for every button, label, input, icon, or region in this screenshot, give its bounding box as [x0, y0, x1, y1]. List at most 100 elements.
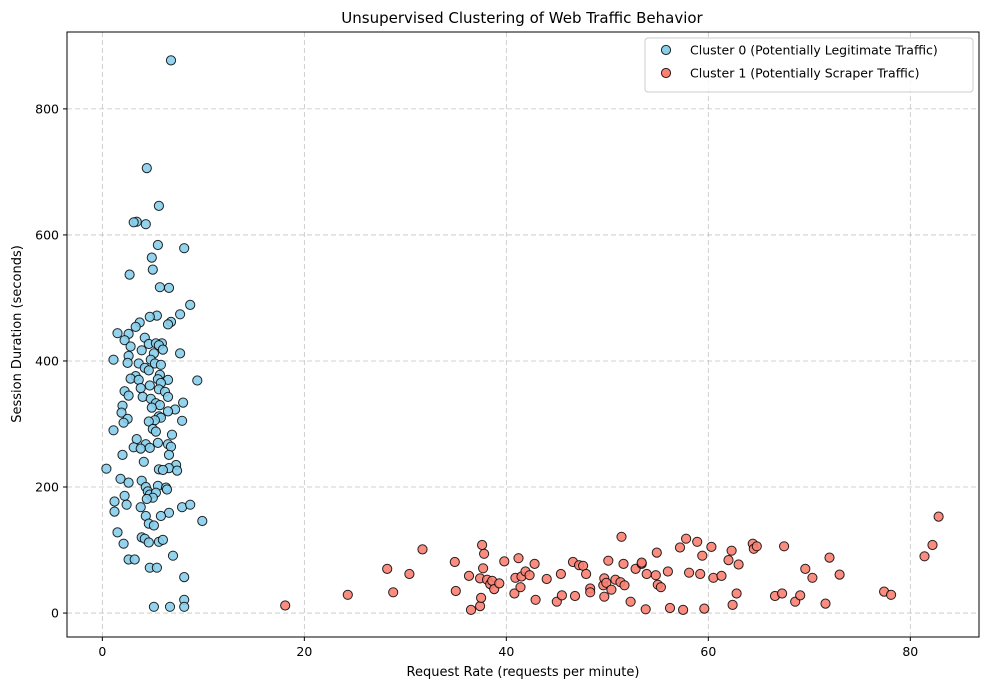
data-point-cluster-0	[152, 239, 163, 251]
data-point-cluster-0	[166, 429, 178, 440]
data-point-cluster-0	[178, 397, 189, 408]
data-point-cluster-0	[197, 515, 208, 527]
data-point-cluster-0	[146, 252, 157, 263]
data-point-cluster-0	[124, 269, 135, 280]
data-point-cluster-0	[112, 527, 123, 538]
data-point-cluster-1	[476, 592, 487, 604]
data-point-cluster-1	[886, 589, 897, 600]
data-point-cluster-0	[167, 550, 179, 561]
data-point-cluster-1	[417, 544, 428, 555]
data-point-cluster-1	[681, 533, 692, 544]
data-point-cluster-1	[465, 604, 477, 616]
legend: Cluster 0 (Potentially Legitimate Traffi…	[644, 37, 974, 93]
data-point-cluster-0	[165, 55, 177, 66]
data-point-cluster-0	[157, 344, 168, 355]
data-point-cluster-1	[807, 572, 818, 583]
data-point-cluster-1	[800, 563, 811, 575]
data-point-cluster-1	[616, 531, 627, 542]
data-point-cluster-0	[162, 319, 174, 330]
legend-label-cluster-0: Cluster 0 (Potentially Legitimate Traffi…	[690, 43, 938, 58]
y-tick-label: 0	[51, 606, 59, 621]
data-point-cluster-0	[153, 200, 164, 211]
y-axis-label: Session Duration (seconds)	[10, 245, 25, 423]
data-point-cluster-1	[933, 511, 944, 522]
y-tick-label: 600	[35, 227, 59, 242]
data-point-cluster-0	[146, 402, 157, 413]
data-point-cluster-1	[655, 582, 667, 593]
data-point-cluster-0	[123, 390, 134, 401]
data-point-cluster-0	[154, 282, 165, 293]
data-point-cluster-1	[716, 570, 727, 582]
data-point-cluster-0	[192, 375, 203, 386]
data-point-cluster-1	[692, 536, 703, 547]
data-point-cluster-1	[650, 570, 661, 581]
y-tick-label: 200	[35, 480, 59, 495]
data-point-cluster-0	[147, 264, 158, 275]
data-point-cluster-1	[569, 590, 581, 602]
y-tick-label: 800	[35, 101, 59, 116]
data-point-cluster-1	[820, 598, 831, 609]
data-point-cluster-0	[161, 484, 173, 495]
data-point-cluster-0	[144, 442, 155, 453]
data-point-cluster-1	[695, 568, 706, 580]
data-point-cluster-0	[143, 537, 154, 548]
data-point-cluster-0	[109, 506, 120, 517]
data-point-cluster-1	[619, 580, 630, 591]
data-point-cluster-1	[779, 541, 790, 552]
x-tick-label: 80	[902, 644, 918, 659]
x-tick-label: 40	[498, 644, 514, 659]
data-point-cluster-1	[499, 556, 510, 567]
data-point-cluster-0	[157, 534, 168, 546]
data-points	[101, 55, 944, 616]
data-point-cluster-0	[172, 465, 183, 476]
data-point-cluster-0	[119, 335, 130, 346]
x-axis-label: Request Rate (requests per minute)	[407, 665, 640, 680]
legend-marker-cluster-0	[660, 44, 672, 56]
plot-frame	[66, 31, 980, 638]
data-point-cluster-1	[463, 570, 475, 582]
data-point-cluster-1	[449, 556, 460, 568]
data-point-cluster-0	[179, 601, 190, 612]
data-point-cluster-0	[128, 217, 139, 228]
data-point-cluster-1	[733, 559, 744, 570]
data-point-cluster-0	[133, 374, 144, 385]
y-tick-label: 400	[35, 353, 59, 368]
data-point-cluster-1	[927, 539, 938, 551]
data-point-cluster-1	[636, 557, 647, 568]
data-point-cluster-1	[699, 603, 710, 614]
data-point-cluster-1	[494, 578, 505, 589]
data-point-cluster-1	[450, 585, 461, 597]
data-point-cluster-0	[112, 328, 123, 339]
data-point-cluster-1	[640, 604, 651, 615]
data-point-cluster-0	[175, 309, 186, 320]
data-point-cluster-0	[118, 538, 129, 549]
data-point-cluster-0	[148, 520, 159, 531]
data-point-cluster-0	[177, 415, 188, 426]
data-point-cluster-1	[625, 596, 636, 607]
data-point-cluster-1	[684, 567, 695, 578]
data-point-cluster-0	[144, 380, 155, 391]
data-point-cluster-1	[664, 602, 676, 614]
data-point-cluster-1	[541, 573, 552, 585]
data-point-cluster-0	[121, 499, 132, 510]
data-point-cluster-1	[706, 541, 717, 553]
data-point-cluster-0	[136, 345, 147, 356]
x-tick-label: 20	[296, 644, 312, 659]
data-point-cluster-0	[115, 473, 126, 484]
data-point-cluster-1	[726, 545, 737, 556]
data-point-cluster-0	[155, 359, 166, 370]
data-point-cluster-1	[824, 552, 835, 563]
data-point-cluster-0	[141, 163, 152, 174]
data-point-cluster-0	[165, 441, 177, 452]
data-point-cluster-1	[727, 599, 738, 611]
data-point-cluster-0	[135, 383, 146, 394]
data-point-cluster-0	[162, 391, 174, 402]
grid-lines	[67, 32, 979, 637]
data-point-cluster-1	[404, 568, 415, 580]
data-point-cluster-1	[555, 568, 567, 580]
data-point-cluster-1	[479, 548, 490, 559]
data-point-cluster-0	[151, 562, 162, 573]
data-point-cluster-1	[509, 588, 520, 599]
data-point-cluster-1	[678, 604, 689, 616]
data-point-cluster-0	[138, 456, 149, 467]
